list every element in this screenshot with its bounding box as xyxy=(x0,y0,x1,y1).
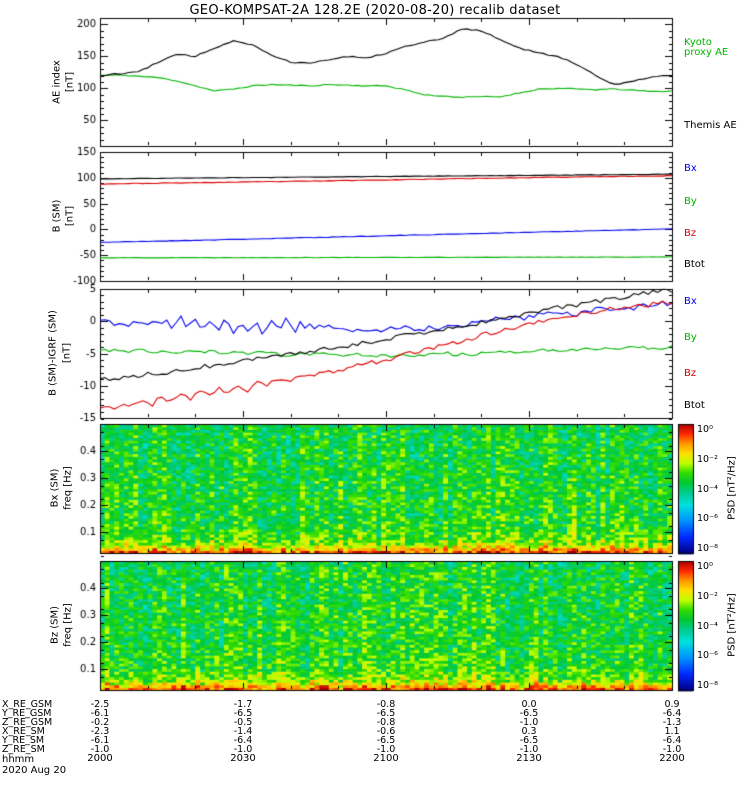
ephemeris-value: 0.3 xyxy=(521,726,537,737)
ephemeris-value: -1.0 xyxy=(233,744,253,755)
ephemeris-value: -0.8 xyxy=(376,717,396,728)
colorbar-tick-label: 10⁻² xyxy=(697,590,718,602)
ylabel-bsm-unit: [nT] xyxy=(64,205,76,227)
legend-bigrf-by: By xyxy=(684,332,697,343)
ephemeris-value: -6.5 xyxy=(519,735,539,746)
legend-bigrf-btot: Btot xyxy=(684,400,705,411)
time-tick-label: 2030 xyxy=(230,753,256,764)
time-row-label: hhmm xyxy=(2,754,35,765)
legend-bsm-bz: Bz xyxy=(684,228,697,239)
ylabel-ae-index: AE index xyxy=(51,60,63,104)
date-label: 2020 Aug 20 xyxy=(2,765,67,776)
ephemeris-value: -6.5 xyxy=(233,708,253,719)
ephemeris-value: -1.4 xyxy=(233,726,253,737)
legend-bsm-btot: Btot xyxy=(684,259,705,270)
ephemeris-value: 0.9 xyxy=(664,699,680,710)
ephemeris-value: -1.0 xyxy=(519,717,539,728)
ephemeris-row-label: X_RE_GSM xyxy=(2,699,53,710)
ylabel-bigrf-unit: [nT] xyxy=(61,342,73,364)
time-tick-label: 2130 xyxy=(516,753,542,764)
ephemeris-value: -2.5 xyxy=(90,699,110,710)
legend-bigrf-bz: Bz xyxy=(684,368,697,379)
time-tick-label: 2000 xyxy=(87,753,113,764)
colorbar-tick-label: 10⁻⁴ xyxy=(697,620,718,632)
colorbar-tick-label: 10⁻² xyxy=(697,453,718,465)
ephemeris-value: -1.7 xyxy=(233,699,253,710)
legend-bigrf-bx: Bx xyxy=(684,296,697,307)
ephemeris-value: -1.0 xyxy=(376,744,396,755)
ephemeris-value: -6.5 xyxy=(376,708,396,719)
ephemeris-value: -6.4 xyxy=(662,708,682,719)
legend-kyoto-line1: Kyoto xyxy=(684,37,712,48)
ephemeris-value: -0.6 xyxy=(376,726,396,737)
colorbar-tick-label: 10⁻⁴ xyxy=(697,483,718,495)
ephemeris-row-label: X_RE_SM xyxy=(2,726,45,737)
ephemeris-value: -6.5 xyxy=(519,708,539,719)
ephemeris-value: -6.1 xyxy=(90,708,110,719)
ephemeris-value: -1.0 xyxy=(90,744,110,755)
ylabel-ae-unit: [nT] xyxy=(64,71,76,93)
colorbar-tick-label: 10⁻⁸ xyxy=(697,543,718,554)
colorbar-psd-label-bz: PSD [nT²/Hz] xyxy=(726,593,738,657)
ephemeris-row-label: Z_RE_SM xyxy=(2,744,45,755)
colorbar-tick-label: 10⁻⁶ xyxy=(697,650,718,662)
time-tick-label: 2100 xyxy=(373,753,399,764)
ephemeris-value: -0.2 xyxy=(90,717,110,728)
ylabel-spec-bx: Bx (SM) xyxy=(49,468,61,508)
ylabel-spec-bx-freq: freq [Hz] xyxy=(62,466,74,510)
legend-themis-ae: Themis AE xyxy=(684,120,737,131)
ephemeris-row-label: Y_RE_SM xyxy=(2,735,45,746)
ephemeris-value: -6.4 xyxy=(233,735,253,746)
ephemeris-row-label: Y_RE_GSM xyxy=(2,708,52,719)
legend-bsm-bx: Bx xyxy=(684,163,697,174)
colorbar-tick-label: 10⁰ xyxy=(697,561,713,572)
ephemeris-value: 1.1 xyxy=(664,726,680,737)
legend-kyoto-line2: proxy AE xyxy=(684,47,729,58)
page-title: GEO-KOMPSAT-2A 128.2E (2020-08-20) recal… xyxy=(189,3,561,18)
colorbar-psd-label-bx: PSD [nT²/Hz] xyxy=(726,456,738,520)
legend-bsm-by: By xyxy=(684,196,697,207)
ephemeris-value: -1.0 xyxy=(519,744,539,755)
ephemeris-value: -1.0 xyxy=(662,744,682,755)
ylabel-spec-bz: Bz (SM) xyxy=(49,605,61,645)
ephemeris-value: -2.3 xyxy=(90,726,110,737)
ylabel-bsm: B (SM) xyxy=(51,199,63,233)
ephemeris-value: -6.5 xyxy=(376,735,396,746)
ephemeris-value: -6.1 xyxy=(90,735,110,746)
ephemeris-value: -1.3 xyxy=(662,717,682,728)
colorbar-tick-label: 10⁻⁸ xyxy=(697,680,718,691)
ephemeris-row-label: Z_RE_GSM xyxy=(2,717,53,728)
colorbar-tick-label: 10⁻⁶ xyxy=(697,513,718,525)
ephemeris-value: -0.8 xyxy=(376,699,396,710)
ephemeris-value: 0.0 xyxy=(521,699,537,710)
ephemeris-value: -6.4 xyxy=(662,735,682,746)
colorbar-tick-label: 10⁰ xyxy=(697,424,713,435)
ylabel-spec-bz-freq: freq [Hz] xyxy=(62,603,74,647)
ephemeris-value: -0.5 xyxy=(233,717,253,728)
time-tick-label: 2200 xyxy=(659,753,685,764)
ylabel-bigrf: B (SM)-IGRF (SM) xyxy=(47,310,59,396)
